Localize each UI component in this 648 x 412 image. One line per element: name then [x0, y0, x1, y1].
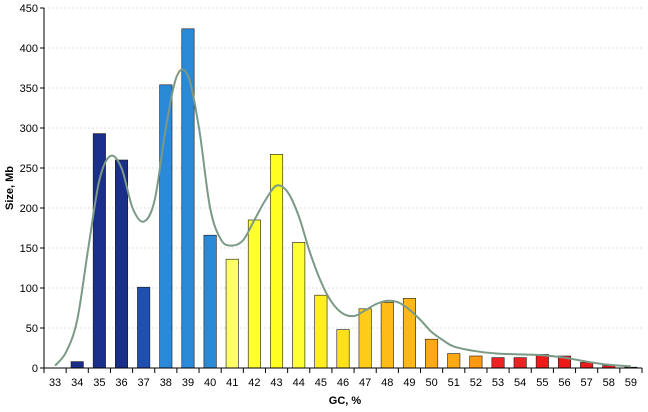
bar-gc-39	[181, 28, 195, 369]
bar-gc-42	[247, 219, 261, 369]
x-tick-label: 55	[536, 377, 548, 389]
bar-gc-50	[425, 338, 439, 369]
x-tick-label: 33	[49, 377, 61, 389]
x-tick-label: 36	[115, 377, 127, 389]
y-tick-label: 150	[20, 243, 38, 255]
bars	[70, 28, 638, 369]
x-tick-label: 58	[603, 377, 615, 389]
x-tick-label: 49	[403, 377, 415, 389]
bar-gc-36	[115, 159, 129, 369]
bar-gc-54	[513, 357, 527, 369]
bar-gc-40	[203, 234, 217, 369]
x-tick-label: 48	[381, 377, 393, 389]
bar-gc-47	[358, 308, 372, 369]
x-tick-label: 50	[425, 377, 437, 389]
bar-gc-45	[314, 294, 328, 369]
bar-gc-35	[92, 133, 106, 369]
x-tick-label: 53	[492, 377, 504, 389]
fitted-curve-line	[54, 68, 631, 368]
x-tick-label: 37	[138, 377, 150, 389]
x-tick-label: 44	[293, 377, 305, 389]
x-axis-ticks: 33 34 35 36 37 38 39 40 41 42 43 44 45 46 47 48 49 50 51 52…	[43, 368, 643, 389]
x-tick-label: 54	[514, 377, 526, 389]
y-tick-label: 0	[32, 363, 38, 375]
x-tick-label: 35	[93, 377, 105, 389]
x-tick-label: 57	[581, 377, 593, 389]
bar-gc-44	[292, 242, 306, 369]
y-tick-label: 450	[20, 3, 38, 15]
y-tick-label: 200	[20, 203, 38, 215]
y-tick-label: 350	[20, 83, 38, 95]
grid-lines	[44, 7, 642, 329]
bar-gc-41	[225, 258, 239, 369]
x-tick-label: 34	[71, 377, 83, 389]
bar-gc-52	[469, 355, 483, 369]
y-tick-label: 250	[20, 163, 38, 175]
x-axis-title: GC, %	[329, 395, 362, 407]
y-tick-label: 100	[20, 283, 38, 295]
x-tick-label: 38	[160, 377, 172, 389]
bar-gc-37	[137, 286, 151, 369]
x-tick-label: 40	[204, 377, 216, 389]
x-tick-label: 59	[625, 377, 637, 389]
x-tick-label: 45	[315, 377, 327, 389]
y-axis-title: Size, Mb	[4, 166, 16, 210]
x-tick-label: 51	[448, 377, 460, 389]
bar-gc-53	[491, 357, 505, 369]
bar-gc-48	[380, 302, 394, 369]
bar-gc-51	[447, 353, 461, 369]
x-tick-label: 47	[359, 377, 371, 389]
bar-gc-34	[70, 361, 84, 369]
y-tick-label: 50	[26, 323, 38, 335]
x-tick-label: 43	[270, 377, 282, 389]
x-tick-label: 42	[248, 377, 260, 389]
y-tick-label: 400	[20, 43, 38, 55]
x-tick-label: 46	[337, 377, 349, 389]
bar-gc-46	[336, 329, 350, 369]
y-axis-ticks: 0 50 100 150 200 250 300 350 400 450	[20, 3, 44, 375]
x-tick-label: 56	[558, 377, 570, 389]
y-tick-label: 300	[20, 123, 38, 135]
x-tick-label: 39	[182, 377, 194, 389]
x-tick-label: 52	[470, 377, 482, 389]
x-tick-label: 41	[226, 377, 238, 389]
